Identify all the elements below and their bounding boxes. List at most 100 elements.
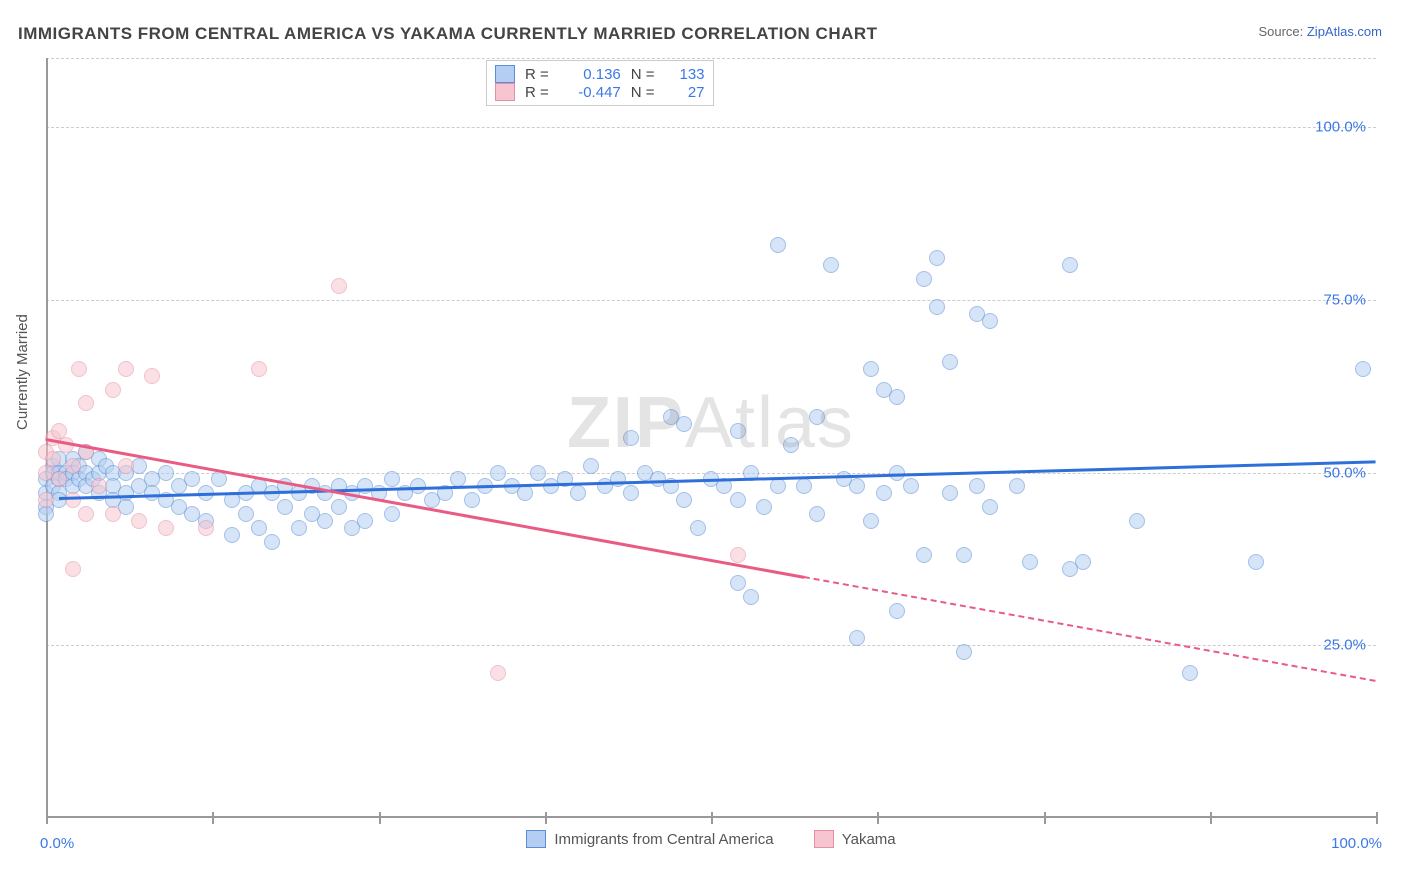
legend-label-yakama: Yakama — [842, 831, 896, 848]
data-point-central — [277, 499, 293, 515]
data-point-central — [809, 409, 825, 425]
data-point-central — [982, 313, 998, 329]
correlation-legend: R = 0.136 N = 133 R = -0.447 N = 27 — [486, 60, 714, 106]
series-legend: Immigrants from Central America Yakama — [46, 830, 1376, 852]
data-point-yakama — [71, 361, 87, 377]
data-point-central — [770, 237, 786, 253]
n-value-central: 133 — [665, 66, 705, 83]
data-point-yakama — [118, 361, 134, 377]
data-point-central — [530, 465, 546, 481]
swatch-yakama — [495, 83, 515, 101]
data-point-central — [1075, 554, 1091, 570]
data-point-central — [676, 492, 692, 508]
data-point-yakama — [730, 547, 746, 563]
source-attribution: Source: ZipAtlas.com — [1258, 24, 1382, 39]
data-point-central — [889, 389, 905, 405]
gridline — [46, 58, 1376, 59]
data-point-central — [1129, 513, 1145, 529]
data-point-central — [916, 271, 932, 287]
data-point-central — [849, 478, 865, 494]
data-point-central — [490, 465, 506, 481]
data-point-yakama — [51, 471, 67, 487]
data-point-central — [942, 485, 958, 501]
data-point-central — [783, 437, 799, 453]
data-point-central — [690, 520, 706, 536]
x-tick — [711, 812, 713, 824]
legend-row-central: R = 0.136 N = 133 — [495, 65, 705, 83]
data-point-central — [570, 485, 586, 501]
swatch-central — [495, 65, 515, 83]
data-point-central — [317, 513, 333, 529]
data-point-central — [1355, 361, 1371, 377]
data-point-central — [676, 416, 692, 432]
data-point-central — [517, 485, 533, 501]
swatch-central-icon — [526, 830, 546, 848]
data-point-central — [291, 520, 307, 536]
data-point-central — [929, 299, 945, 315]
y-tick-label: 50.0% — [1323, 464, 1366, 481]
legend-item-yakama: Yakama — [814, 830, 896, 848]
n-value-yakama: 27 — [665, 84, 705, 101]
data-point-yakama — [38, 492, 54, 508]
trend-line-yakama — [45, 438, 804, 579]
data-point-central — [876, 485, 892, 501]
data-point-central — [956, 644, 972, 660]
data-point-central — [969, 478, 985, 494]
data-point-central — [184, 471, 200, 487]
source-label: Source: — [1258, 24, 1306, 39]
data-point-central — [823, 257, 839, 273]
data-point-central — [384, 506, 400, 522]
data-point-central — [796, 478, 812, 494]
x-tick — [1044, 812, 1046, 824]
x-tick-label-min: 0.0% — [40, 835, 74, 852]
x-tick-label-max: 100.0% — [1331, 835, 1382, 852]
data-point-yakama — [331, 278, 347, 294]
data-point-central — [730, 423, 746, 439]
swatch-yakama-icon — [814, 830, 834, 848]
y-axis-label: Currently Married — [14, 314, 31, 430]
data-point-yakama — [144, 368, 160, 384]
x-tick — [1376, 812, 1378, 824]
data-point-central — [942, 354, 958, 370]
data-point-central — [224, 527, 240, 543]
chart-title: IMMIGRANTS FROM CENTRAL AMERICA VS YAKAM… — [18, 24, 878, 44]
data-point-central — [1248, 554, 1264, 570]
data-point-yakama — [118, 458, 134, 474]
data-point-yakama — [91, 478, 107, 494]
gridline — [46, 300, 1376, 301]
data-point-central — [357, 513, 373, 529]
legend-label-central: Immigrants from Central America — [554, 831, 773, 848]
data-point-yakama — [198, 520, 214, 536]
legend-row-yakama: R = -0.447 N = 27 — [495, 83, 705, 101]
scatter-plot: ZIPAtlas R = 0.136 N = 133 R = -0.447 N … — [46, 58, 1376, 818]
trend-line-yakama-extrapolated — [804, 576, 1376, 682]
data-point-central — [610, 471, 626, 487]
data-point-central — [916, 547, 932, 563]
data-point-yakama — [131, 513, 147, 529]
gridline — [46, 127, 1376, 128]
data-point-central — [1062, 257, 1078, 273]
data-point-yakama — [45, 451, 61, 467]
data-point-central — [251, 520, 267, 536]
data-point-yakama — [251, 361, 267, 377]
data-point-yakama — [65, 492, 81, 508]
r-value-yakama: -0.447 — [559, 84, 621, 101]
data-point-yakama — [158, 520, 174, 536]
data-point-yakama — [78, 506, 94, 522]
source-link[interactable]: ZipAtlas.com — [1307, 24, 1382, 39]
data-point-central — [770, 478, 786, 494]
x-tick — [1210, 812, 1212, 824]
data-point-yakama — [490, 665, 506, 681]
data-point-central — [730, 575, 746, 591]
y-tick-label: 25.0% — [1323, 637, 1366, 654]
data-point-central — [929, 250, 945, 266]
data-point-central — [623, 430, 639, 446]
data-point-yakama — [105, 382, 121, 398]
data-point-central — [238, 506, 254, 522]
data-point-central — [1182, 665, 1198, 681]
data-point-yakama — [65, 458, 81, 474]
data-point-central — [982, 499, 998, 515]
data-point-central — [583, 458, 599, 474]
data-point-central — [849, 630, 865, 646]
x-tick — [212, 812, 214, 824]
